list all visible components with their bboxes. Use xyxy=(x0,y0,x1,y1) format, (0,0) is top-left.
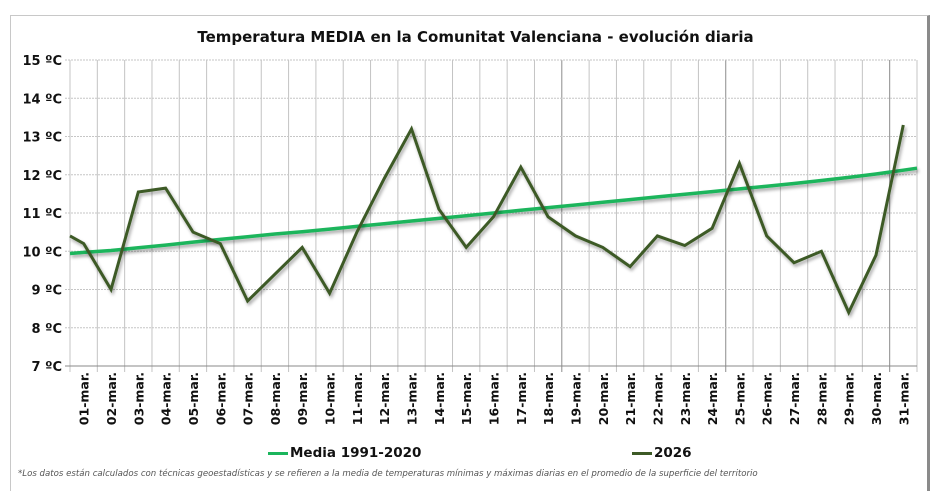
x-tick-label: 21-mar. xyxy=(623,372,638,425)
x-tick-label: 26-mar. xyxy=(760,372,775,425)
x-tick-label: 06-mar. xyxy=(213,372,228,425)
x-tick-label: 23-mar. xyxy=(678,372,693,425)
x-tick-label: 18-mar. xyxy=(541,372,556,425)
y-tick-label: 7 ºC xyxy=(32,360,62,375)
x-tick-label: 24-mar. xyxy=(705,372,720,425)
x-tick-label: 20-mar. xyxy=(596,372,611,425)
series-line-2026 xyxy=(69,124,905,316)
chart-title: Temperatura MEDIA en la Comunitat Valenc… xyxy=(197,28,754,46)
chart-frame xyxy=(10,15,930,491)
y-tick-label: 11 ºC xyxy=(23,207,63,222)
x-tick-label: 09-mar. xyxy=(295,372,310,425)
y-tick-label: 9 ºC xyxy=(32,284,62,299)
y-tick-label: 15 ºC xyxy=(23,54,63,69)
legend-item-media: Media 1991-2020 xyxy=(268,445,421,461)
x-tick-label: 19-mar. xyxy=(568,372,583,425)
x-tick-label: 27-mar. xyxy=(787,372,802,425)
x-tick-label: 31-mar. xyxy=(896,372,911,425)
x-tick-label: 01-mar. xyxy=(77,372,92,425)
x-tick-label: 25-mar. xyxy=(732,372,747,425)
x-tick-label: 30-mar. xyxy=(869,372,884,425)
legend-swatch-media-icon xyxy=(268,451,288,455)
x-tick-label: 08-mar. xyxy=(268,372,283,425)
y-tick-label: 10 ºC xyxy=(23,245,63,260)
x-tick-label: 07-mar. xyxy=(241,372,256,425)
footnote: *Los datos están calculados con técnicas… xyxy=(18,469,758,479)
x-tick-label: 15-mar. xyxy=(459,372,474,425)
x-tick-label: 29-mar. xyxy=(842,372,857,425)
x-tick-label: 10-mar. xyxy=(323,372,338,425)
x-tick-label: 14-mar. xyxy=(432,372,447,425)
x-tick-label: 16-mar. xyxy=(487,372,502,425)
series-line-media-1991-2020 xyxy=(69,166,918,256)
x-tick-label: 03-mar. xyxy=(131,372,146,425)
x-tick-label: 04-mar. xyxy=(159,372,174,425)
x-tick-label: 05-mar. xyxy=(186,372,201,425)
x-tick-label: 12-mar. xyxy=(377,372,392,425)
y-tick-label: 8 ºC xyxy=(32,322,62,337)
x-tick-label: 17-mar. xyxy=(514,372,529,425)
y-tick-label: 14 ºC xyxy=(23,92,63,107)
legend-swatch-2026-icon xyxy=(632,451,652,455)
x-tick-label: 02-mar. xyxy=(104,372,119,425)
x-tick-label: 13-mar. xyxy=(405,372,420,425)
x-tick-label: 22-mar. xyxy=(650,372,665,425)
y-tick-label: 12 ºC xyxy=(23,169,63,184)
legend-item-2026: 2026 xyxy=(632,445,692,461)
y-tick-label: 13 ºC xyxy=(23,131,63,146)
legend-label-media: Media 1991-2020 xyxy=(290,445,422,461)
x-tick-label: 28-mar. xyxy=(814,372,829,425)
x-tick-label: 11-mar. xyxy=(350,372,365,425)
legend-label-2026: 2026 xyxy=(654,445,692,461)
